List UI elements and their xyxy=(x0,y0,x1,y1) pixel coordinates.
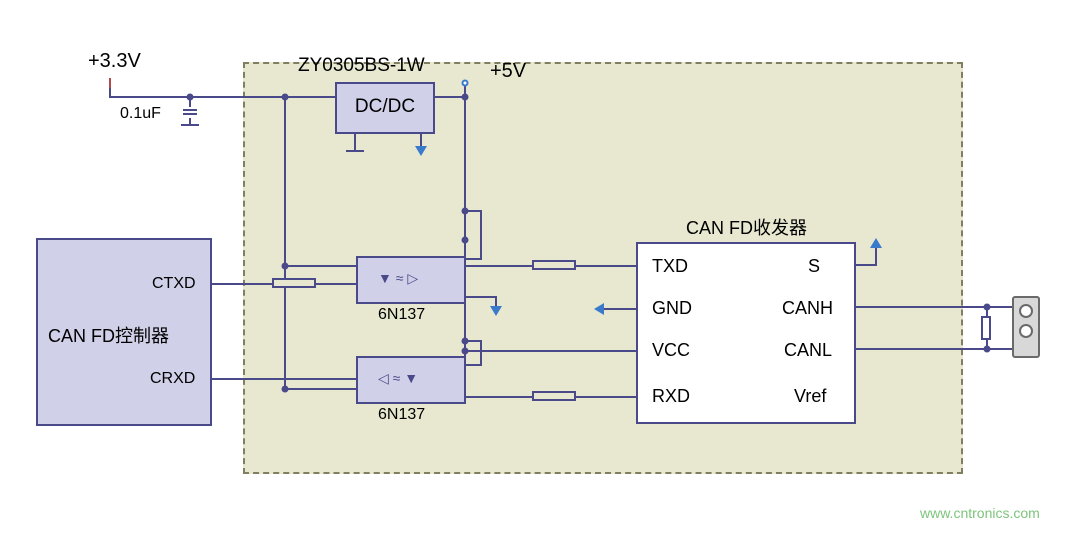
resistor xyxy=(272,278,316,288)
wire xyxy=(480,210,482,260)
pin-vref: Vref xyxy=(794,386,826,407)
v5-label: +5V xyxy=(490,60,526,83)
gnd-symbol xyxy=(181,118,199,132)
wire xyxy=(212,378,356,380)
wire xyxy=(604,308,636,310)
wire xyxy=(109,96,335,98)
controller-title: CAN FD控制器 xyxy=(48,322,169,348)
v33-label: +3.3V xyxy=(88,50,141,73)
wire xyxy=(576,265,636,267)
wire xyxy=(284,97,286,389)
wire xyxy=(464,240,466,242)
resistor xyxy=(532,391,576,401)
wire xyxy=(212,283,272,285)
decoupling-cap xyxy=(183,107,197,117)
wire xyxy=(576,396,636,398)
watermark: www.cntronics.com xyxy=(920,505,1040,521)
node xyxy=(282,386,289,393)
pin-gnd: GND xyxy=(652,298,692,319)
dcdc-block: DC/DC xyxy=(335,82,435,134)
wire xyxy=(284,388,356,390)
transceiver-title: CAN FD收发器 xyxy=(686,214,807,240)
wire xyxy=(466,258,482,260)
wire xyxy=(189,97,191,107)
node xyxy=(462,338,469,345)
pin-canh: CANH xyxy=(782,298,833,319)
wire xyxy=(435,96,465,98)
pin-txd: TXD xyxy=(652,256,688,277)
resistor xyxy=(532,260,576,270)
iso-gnd-icon xyxy=(415,146,427,156)
schematic-canvas: +3.3V 0.1uF ZY0305BS-1W DC/DC +5V CAN FD… xyxy=(0,0,1080,538)
node xyxy=(984,304,991,311)
dcdc-part-label: ZY0305BS-1W xyxy=(298,55,425,77)
iso-gnd-icon xyxy=(490,306,502,316)
opto1-part: 6N137 xyxy=(378,306,425,324)
wire xyxy=(466,396,532,398)
wire xyxy=(420,134,422,146)
opto1-symbol-icon: ▼ ≈ ▷ xyxy=(378,270,418,287)
opto2-symbol-icon: ◁ ≈ ▼ xyxy=(378,370,418,387)
gnd-symbol xyxy=(346,144,364,158)
wire xyxy=(480,340,482,366)
gnd-direction-icon xyxy=(594,303,604,315)
wire xyxy=(495,296,497,306)
wire xyxy=(875,248,877,266)
crxd-label: CRXD xyxy=(150,370,195,388)
wire xyxy=(354,134,356,144)
cap-label: 0.1uF xyxy=(120,105,161,123)
pin-canl: CANL xyxy=(784,340,832,361)
wire xyxy=(284,265,356,267)
ctxd-label: CTXD xyxy=(152,275,196,293)
opto2-part: 6N137 xyxy=(378,406,425,424)
pin-rxd: RXD xyxy=(652,386,690,407)
node xyxy=(282,263,289,270)
termination-resistor xyxy=(981,316,991,340)
wire xyxy=(466,296,496,298)
can-terminal xyxy=(1012,296,1040,358)
pin-vcc: VCC xyxy=(652,340,690,361)
node xyxy=(462,348,469,355)
v33-terminal xyxy=(109,78,111,88)
wire xyxy=(856,264,876,266)
wire xyxy=(466,265,532,267)
node xyxy=(462,208,469,215)
node xyxy=(984,346,991,353)
wire xyxy=(464,350,636,352)
v5-terminal xyxy=(462,80,469,87)
dcdc-label: DC/DC xyxy=(337,96,433,118)
wire xyxy=(316,283,356,285)
power-ref-icon xyxy=(870,238,882,248)
pin-s: S xyxy=(808,256,820,277)
